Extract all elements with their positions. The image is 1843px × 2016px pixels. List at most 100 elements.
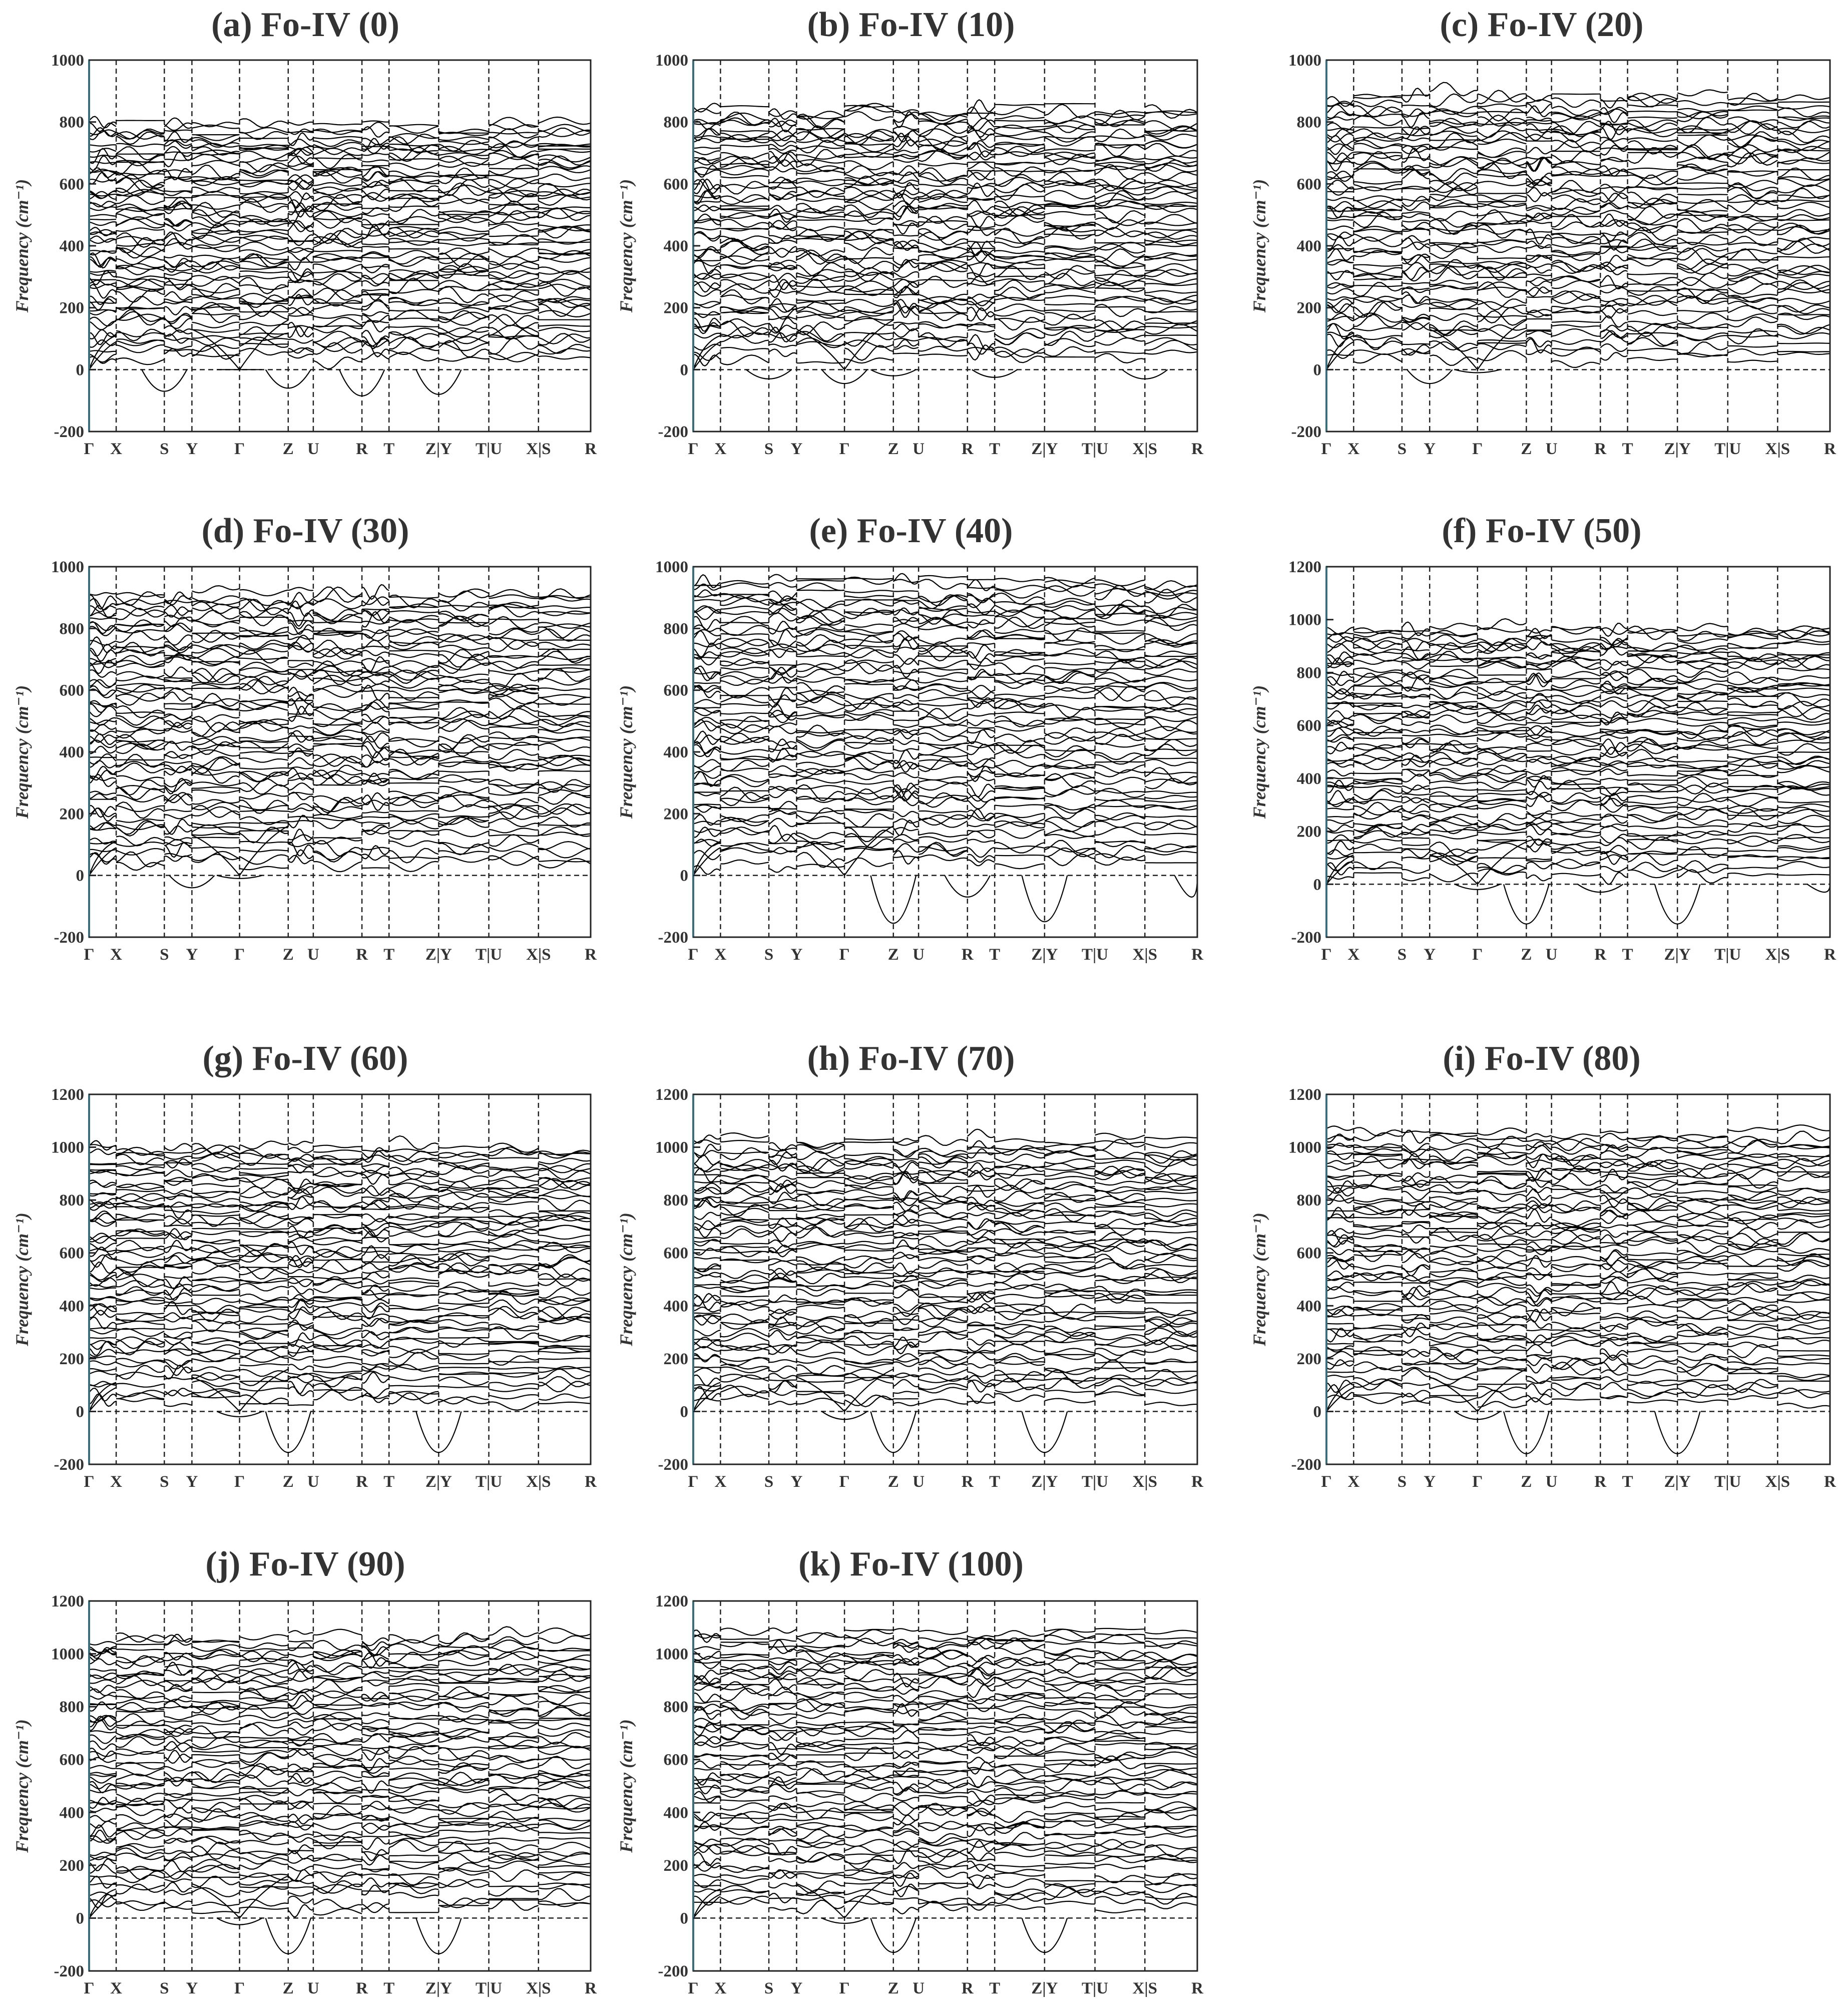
kpoint-label: S — [160, 440, 169, 458]
y-tick-label: 1000 — [655, 1139, 688, 1157]
kpoint-label: T — [383, 946, 394, 964]
soft-mode-branch — [217, 1411, 263, 1418]
kpoint-label: T|U — [1082, 440, 1108, 458]
kpoint-label: T|U — [476, 1473, 502, 1491]
acoustic-branches — [1326, 841, 1527, 885]
phonon-bands — [1326, 567, 1830, 937]
kpoint-label: T|U — [1714, 1473, 1741, 1491]
kpoint-label: X — [1347, 946, 1359, 964]
kpoint-label: X|S — [1133, 1473, 1157, 1491]
panel-h: (h) Fo-IV (70) -200 0 200 400 600 800 1000 1200 F… — [616, 1039, 1204, 1491]
panel-title: (e) Fo-IV (40) — [809, 512, 1013, 550]
kpoint-label: Z|Y — [1031, 1473, 1058, 1491]
kpoint-label: Z — [888, 946, 899, 964]
kpoint-label: R — [356, 440, 368, 458]
kpoint-label: Z — [283, 946, 294, 964]
phonon-band-lines — [693, 99, 1197, 367]
soft-mode-branch — [870, 369, 916, 376]
y-tick-label: 200 — [60, 299, 85, 317]
kpoint-label: R — [962, 946, 974, 964]
y-tick-label: 200 — [1297, 823, 1322, 841]
kpoint-label: X|S — [526, 440, 551, 458]
soft-mode-branch — [1021, 1918, 1068, 1953]
y-tick-label: 400 — [60, 743, 85, 761]
kpoint-label: Y — [186, 1979, 198, 1997]
kpoint-label: X — [110, 440, 122, 458]
kpoint-label: T|U — [476, 440, 502, 458]
kpoint-label: Z|Y — [425, 1473, 452, 1491]
phonon-bands — [89, 1601, 591, 1971]
y-tick-label: 800 — [664, 114, 689, 132]
kpoint-label: X|S — [1765, 1473, 1790, 1491]
acoustic-branches — [89, 1875, 289, 1919]
panel-title: (g) Fo-IV (60) — [203, 1039, 408, 1078]
y-axis-label: Frequency (cm⁻¹) — [616, 1213, 636, 1347]
panel-a: (a) Fo-IV (0) -200 0 200 400 600 800 1000 Freque… — [12, 6, 597, 458]
phonon-bands — [89, 1094, 591, 1464]
kpoint-label: T — [383, 1979, 394, 1997]
soft-mode-branch — [265, 369, 311, 389]
y-tick-label: 200 — [60, 1350, 85, 1368]
phonon-band-lines — [693, 1128, 1197, 1408]
soft-mode-branch — [1454, 1411, 1501, 1420]
y-tick-label: 600 — [664, 682, 689, 700]
y-tick-label: 0 — [1313, 1403, 1322, 1421]
phonon-band-lines — [693, 1627, 1197, 1915]
kpoint-label: S — [764, 440, 773, 458]
kpoint-label: X — [1347, 440, 1359, 458]
panel-d: (d) Fo-IV (30) -200 0 200 400 600 800 1000 Frequ… — [12, 512, 597, 964]
y-tick-label: -200 — [658, 929, 689, 947]
y-tick-label: 200 — [60, 1857, 85, 1875]
acoustic-branches — [693, 826, 894, 876]
y-axis-label: Frequency (cm⁻¹) — [616, 1719, 636, 1853]
soft-mode-branch — [217, 875, 262, 879]
panel-k: (k) Fo-IV (100) -200 0 200 400 600 800 1000 1200… — [616, 1545, 1204, 1997]
soft-mode-branch — [870, 1918, 917, 1953]
soft-mode-branch — [746, 369, 792, 379]
kpoint-label: Y — [791, 1473, 803, 1491]
soft-mode-branch — [821, 1411, 868, 1420]
panel-title: (k) Fo-IV (100) — [798, 1545, 1024, 1583]
soft-mode-branch — [265, 1918, 311, 1954]
kpoint-label: Γ — [839, 1473, 850, 1491]
y-axis-label: Frequency (cm⁻¹) — [12, 685, 32, 820]
kpoint-label: R — [1191, 946, 1204, 964]
phonon-band-lines — [89, 584, 591, 873]
kpoint-label: Z — [283, 440, 294, 458]
kpoint-label: R — [1594, 440, 1607, 458]
kpoint-label: X — [110, 1473, 122, 1491]
y-tick-label: 600 — [60, 1751, 85, 1769]
kpoint-label: U — [912, 946, 925, 964]
y-tick-label: 600 — [664, 1751, 689, 1769]
kpoint-label: Γ — [688, 946, 699, 964]
phonon-band-lines — [693, 573, 1197, 875]
y-tick-label: 0 — [680, 361, 689, 379]
panel-e: (e) Fo-IV (40) -200 0 200 400 600 800 1000 Frequ… — [616, 512, 1204, 964]
y-tick-label: 0 — [76, 361, 85, 379]
kpoint-label: Z|Y — [425, 946, 452, 964]
kpoint-label: Z|Y — [1664, 1473, 1691, 1491]
kpoint-label: T — [989, 440, 1000, 458]
kpoint-label: U — [307, 946, 319, 964]
y-tick-label: 400 — [60, 1297, 85, 1315]
kpoint-label: Γ — [688, 440, 699, 458]
kpoint-label: Γ — [84, 1979, 95, 1997]
y-tick-label: 0 — [680, 867, 689, 885]
soft-mode-branch — [265, 1411, 311, 1453]
soft-mode-branch — [870, 875, 917, 924]
kpoint-label: S — [160, 946, 169, 964]
y-tick-label: 800 — [1297, 664, 1322, 682]
kpoint-label: Z — [283, 1979, 294, 1997]
kpoint-label: T|U — [476, 946, 502, 964]
acoustic-branches — [89, 826, 289, 876]
y-tick-label: 1000 — [1288, 611, 1321, 629]
y-tick-label: 400 — [664, 1804, 689, 1822]
y-tick-label: 800 — [1297, 1191, 1322, 1209]
kpoint-label: S — [1398, 1473, 1407, 1491]
panel-g: (g) Fo-IV (60) -200 0 200 400 600 800 1000 1200 F… — [12, 1039, 597, 1491]
kpoint-label: U — [307, 1979, 319, 1997]
y-tick-label: 200 — [1297, 1350, 1322, 1368]
kpoint-label: Γ — [839, 946, 850, 964]
phonon-bands — [693, 60, 1197, 432]
